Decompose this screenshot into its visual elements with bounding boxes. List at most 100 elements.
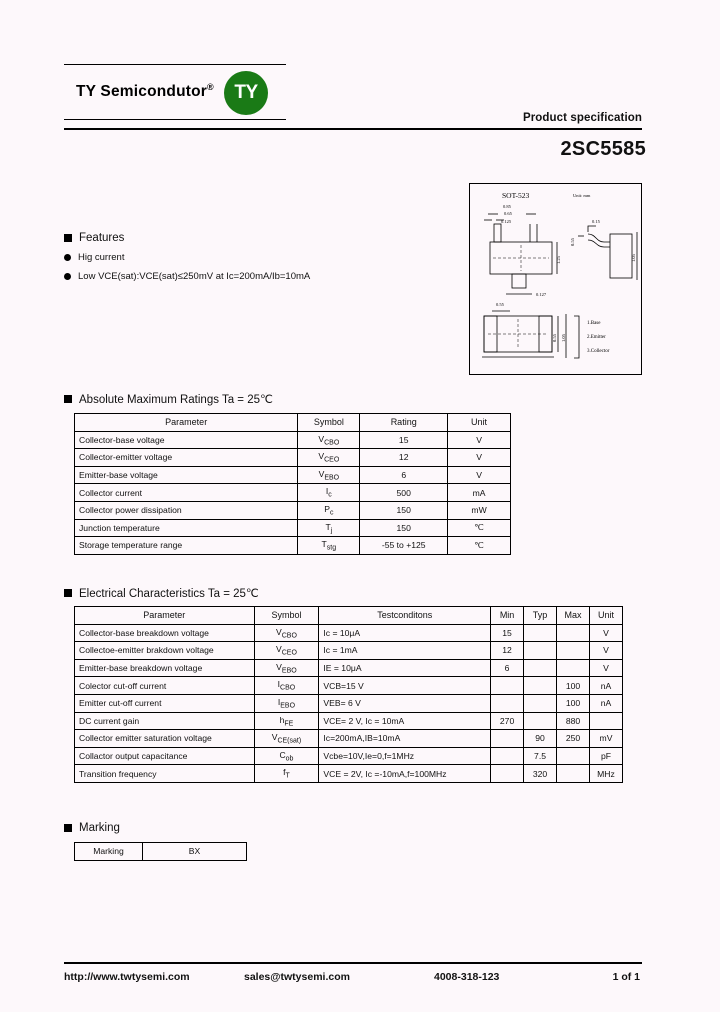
svg-text:0.55: 0.55 [496,302,505,307]
cell-rating: 150 [359,500,449,520]
table-row: Collector-base voltage VCBO 15 V [73,430,511,450]
cell-symbol: Ic [297,483,361,502]
cell-unit: mW [447,500,511,520]
pin-label-2: 2.Emitter [587,335,606,340]
bullet-square-icon [64,395,72,403]
table-row: Collectoe-emitter brakdown voltage VCEO Ic… [74,641,624,660]
cell-max [556,746,590,766]
cell-max [556,764,590,783]
part-number: 2SC5585 [560,138,646,160]
cell-max [556,641,590,660]
package-unit-label: Unit: mm [573,193,591,198]
cell-testconditions: IE = 10μA [318,658,492,678]
cell-rating: 500 [359,483,449,502]
cell-unit: nA [588,676,624,695]
col-rating: Rating [359,413,449,432]
table-row: Emitter-base voltage VEBO 6 V [73,465,511,485]
registered-trademark-icon: ® [207,82,214,93]
table-row: Emitter-base breakdown voltage VEBO IE = 1… [74,658,624,678]
marking-title: Marking [79,822,120,834]
cell-parameter: Collector-base breakdown voltage [74,623,255,643]
absolute-max-title: Absolute Maximum Ratings Ta = 25℃ [79,394,273,406]
cell-typ [523,623,557,643]
package-diagram-svg: SOT-523 Unit: mm 0.85 0.65 0.125 [482,191,638,359]
cell-rating: 6 [359,465,449,485]
table-row: Collector-emitter voltage VCEO 12 V [73,448,511,467]
cell-min: 270 [490,711,525,731]
cell-symbol: fT [253,764,320,783]
col-unit: Unit [588,606,624,625]
cell-symbol: VEBO [253,658,320,678]
cell-unit: V [588,623,624,643]
col-testconditions: Testconditons [318,606,492,625]
cell-max: 100 [556,693,590,713]
cell-symbol: Pc [297,500,361,520]
footer-email[interactable]: sales@twtysemi.com [244,971,350,983]
cell-min [490,764,525,783]
col-parameter: Parameter [73,413,299,432]
feature-item: Hig current [64,252,310,263]
cell-typ [523,641,557,660]
footer-website[interactable]: http://www.twtysemi.com [64,971,190,983]
cell-typ [523,676,557,695]
cell-unit: MHz [588,764,624,783]
cell-unit: ℃ [447,536,511,555]
col-parameter: Parameter [74,606,255,625]
svg-text:0.15: 0.15 [592,219,601,224]
electrical-section-heading: Electrical Characteristics Ta = 25℃ [64,586,259,600]
cell-unit [588,711,624,731]
cell-rating: -55 to +125 [359,536,449,555]
cell-symbol: Tj [297,518,361,538]
cell-testconditions: Ic = 10μA [318,623,492,643]
cell-symbol: VCEO [297,448,361,467]
cell-min [490,746,525,766]
table-row: Collector power dissipation Pc 150 mW [73,500,511,520]
table-header-row: Parameter Symbol Rating Unit [73,413,511,432]
cell-typ [523,693,557,713]
cell-symbol: hFE [253,711,320,731]
cell-max: 100 [556,676,590,695]
table-row: Junction temperature Tj 150 ℃ [73,518,511,538]
cell-min [490,676,525,695]
col-max: Max [556,606,590,625]
cell-parameter: Collector emitter saturation voltage [74,729,255,748]
product-specification-label: Product specification [522,112,642,124]
cell-unit: pF [588,746,624,766]
cell-parameter: Collector-emitter voltage [73,448,299,467]
cell-min: 12 [490,641,525,660]
col-unit: Unit [447,413,511,432]
cell-unit: V [588,641,624,660]
svg-text:1.25: 1.25 [556,255,561,264]
cell-rating: 150 [359,518,449,538]
table-row: Transition frequency fT VCE = 2V, Ic =-10m… [74,764,624,783]
svg-text:0.127: 0.127 [536,292,547,297]
svg-text:1.05: 1.05 [561,333,566,342]
bullet-square-icon [64,234,72,242]
table-row: Collactor output capacitance Cob Vcbe=10V,… [74,746,624,766]
cell-parameter: Colector cut-off current [74,676,255,695]
bullet-dot-icon [64,254,71,261]
cell-parameter: DC current gain [74,711,255,731]
cell-max: 250 [556,729,590,748]
cell-min: 6 [490,658,525,678]
cell-min [490,729,525,748]
cell-max [556,623,590,643]
cell-parameter: Collector-base voltage [73,430,299,450]
cell-parameter: Collactor output capacitance [74,746,255,766]
company-name: TY Semicondutor® [76,82,214,101]
absolute-max-section-heading: Absolute Maximum Ratings Ta = 25℃ [64,392,273,406]
table-row: Colector cut-off current ICBO VCB=15 V 100 n… [74,676,624,695]
feature-text: Hig current [78,252,125,263]
svg-text:0.65: 0.65 [504,211,513,216]
features-title: Features [79,232,125,244]
cell-symbol: ICBO [253,676,320,695]
cell-testconditions: Vcbe=10V,Ie=0,f=1MHz [318,746,492,766]
cell-parameter: Storage temperature range [73,536,299,555]
cell-testconditions: VEB= 6 V [318,693,492,713]
cell-parameter: Collector power dissipation [73,500,299,520]
cell-symbol: VCBO [253,623,320,643]
electrical-characteristics-table: Parameter Symbol Testconditons Min Typ M… [74,606,624,783]
table-row: Storage temperature range Tstg -55 to +125… [73,536,511,555]
feature-text: Low VCE(sat):VCE(sat)≤250mV at Ic=200mA/… [78,271,311,282]
